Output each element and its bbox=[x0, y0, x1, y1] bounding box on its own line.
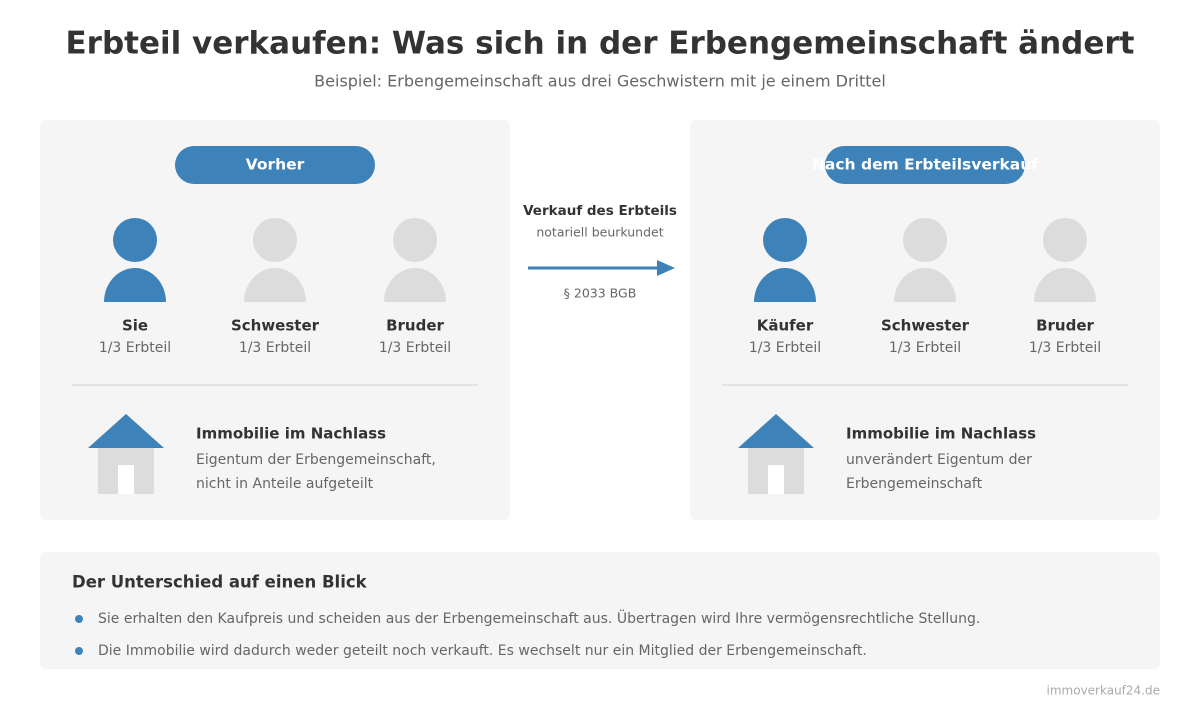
property-title: Immobilie im Nachlass bbox=[846, 425, 1036, 443]
bullet bbox=[75, 647, 83, 655]
person-share: 1/3 Erbteil bbox=[99, 340, 171, 356]
footer: immoverkauf24.de bbox=[1047, 684, 1160, 698]
house-door bbox=[768, 465, 784, 494]
person-body bbox=[244, 268, 306, 302]
person-body bbox=[1034, 268, 1096, 302]
property-text: Eigentum der Erbengemeinschaft, bbox=[196, 452, 436, 468]
summary-item: Sie erhalten den Kaufpreis und scheiden … bbox=[98, 609, 980, 627]
person-share: 1/3 Erbteil bbox=[239, 340, 311, 356]
house-roof bbox=[88, 414, 164, 448]
law-reference: § 2033 BGB bbox=[564, 286, 637, 301]
badge bbox=[175, 146, 375, 184]
badge-label: Vorher bbox=[246, 156, 305, 174]
panel-box bbox=[40, 120, 510, 520]
person-head bbox=[113, 218, 157, 262]
person-head bbox=[763, 218, 807, 262]
person-share: 1/3 Erbteil bbox=[1029, 340, 1101, 356]
panel-box bbox=[690, 120, 1160, 520]
person-name: Bruder bbox=[386, 317, 444, 335]
property-text: nicht in Anteile aufgeteilt bbox=[196, 476, 374, 492]
house-door bbox=[118, 465, 134, 494]
badge bbox=[825, 146, 1025, 184]
property-text: unverändert Eigentum der bbox=[846, 452, 1032, 468]
person-body bbox=[104, 268, 166, 302]
title: Erbteil verkaufen: Was sich in der Erben… bbox=[65, 26, 1134, 62]
person-share: 1/3 Erbteil bbox=[379, 340, 451, 356]
person-body bbox=[384, 268, 446, 302]
person-head bbox=[903, 218, 947, 262]
arrow-head bbox=[657, 260, 675, 276]
person-name: Schwester bbox=[881, 317, 970, 335]
person-body bbox=[754, 268, 816, 302]
person-name: Bruder bbox=[1036, 317, 1094, 335]
person-share: 1/3 Erbteil bbox=[749, 340, 821, 356]
person-body bbox=[894, 268, 956, 302]
subtitle: Beispiel: Erbengemeinschaft aus drei Ges… bbox=[314, 72, 886, 91]
bullet bbox=[75, 615, 83, 623]
person-share: 1/3 Erbteil bbox=[889, 340, 961, 356]
person-head bbox=[393, 218, 437, 262]
person-name: Schwester bbox=[231, 317, 320, 335]
person-name: Käufer bbox=[757, 317, 814, 335]
transfer-title: Verkauf des Erbteils bbox=[523, 203, 677, 219]
house-roof bbox=[738, 414, 814, 448]
summary-box bbox=[40, 552, 1160, 669]
transfer-subtitle: notariell beurkundet bbox=[536, 225, 663, 240]
summary-title: Der Unterschied auf einen Blick bbox=[72, 573, 368, 592]
summary-item: Die Immobilie wird dadurch weder geteilt… bbox=[98, 643, 867, 659]
person-name: Sie bbox=[122, 317, 148, 335]
property-text: Erbengemeinschaft bbox=[846, 476, 983, 492]
badge-label: Nach dem Erbteilsverkauf bbox=[812, 156, 1038, 174]
person-head bbox=[253, 218, 297, 262]
person-head bbox=[1043, 218, 1087, 262]
property-title: Immobilie im Nachlass bbox=[196, 425, 386, 443]
